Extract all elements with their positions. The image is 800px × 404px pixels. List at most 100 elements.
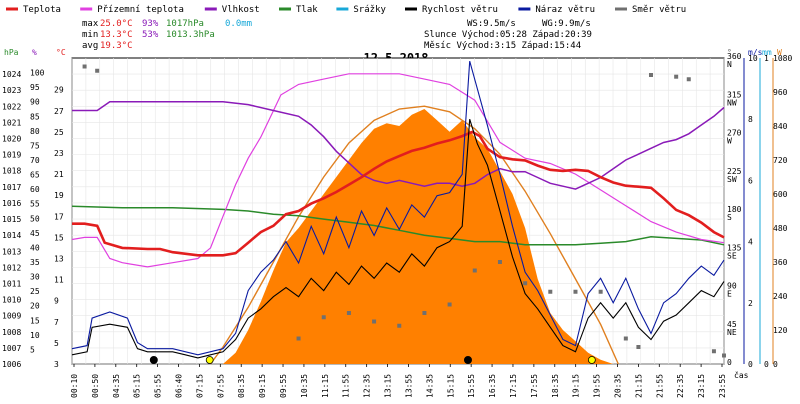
x-tick-label-24: 19:15 xyxy=(572,374,581,398)
axis-hpa-tick-16: 1022 xyxy=(2,102,21,111)
axis-solar-tick-0: 0 xyxy=(773,360,778,369)
x-tick-label-30: 23:15 xyxy=(697,374,706,398)
axis-wind-tick-4: 8 xyxy=(748,115,753,124)
legend-label-1: Přízemní teplota xyxy=(97,5,184,15)
legend-label-6: Náraz větru xyxy=(535,5,595,15)
x-tick-label-15: 13:15 xyxy=(384,374,393,398)
x-tick-label-31: 23:55 xyxy=(718,374,727,398)
axis-pct-tick-19: 100 xyxy=(30,69,45,78)
axis-hpa-tick-10: 1016 xyxy=(2,199,21,208)
series-solar-area xyxy=(72,109,724,364)
axis-hpa-tick-1: 1007 xyxy=(2,344,21,353)
direction-point-9 xyxy=(472,268,477,273)
x-tick-label-9: 09:15 xyxy=(258,374,267,398)
axis-pct-tick-3: 20 xyxy=(30,302,40,311)
x-tick-label-29: 22:35 xyxy=(676,374,685,398)
axis-title-c: °C xyxy=(56,48,66,57)
axis-hpa-tick-18: 1024 xyxy=(2,70,21,79)
legend-label-3: Tlak xyxy=(296,5,318,15)
direction-point-19 xyxy=(686,77,691,82)
direction-point-21 xyxy=(722,353,726,358)
axis-hpa-tick-17: 1023 xyxy=(2,86,21,95)
axis-direction-tick-2: 90 xyxy=(727,282,737,291)
x-tick-label-14: 12:35 xyxy=(363,374,372,398)
axis-c-tick-3: 9 xyxy=(54,297,59,306)
x-tick-label-17: 14:35 xyxy=(425,374,434,398)
axis-direction-name-5: SW xyxy=(727,175,737,184)
direction-point-15 xyxy=(623,336,628,341)
x-tick-label-25: 19:55 xyxy=(593,374,602,398)
stats: max 25.0°C 93% 1017hPa 0.0mm min 13.3°C … xyxy=(82,19,592,51)
axis-direction-name-3: SE xyxy=(727,251,737,260)
x-tick-label-12: 11:15 xyxy=(321,374,330,398)
axis-c-tick-8: 19 xyxy=(54,191,64,200)
axis-pct-tick-14: 75 xyxy=(30,141,40,150)
stat-min-temp: 13.3°C xyxy=(100,30,133,40)
sunset-marker xyxy=(587,356,596,364)
x-tick-label-11: 10:35 xyxy=(300,374,309,398)
axis-solar-tick-7: 840 xyxy=(773,122,788,131)
axis-pct-tick-11: 60 xyxy=(30,185,40,194)
axis-hpa-tick-6: 1012 xyxy=(2,263,21,272)
axis-pct-tick-1: 10 xyxy=(30,331,40,340)
direction-point-12 xyxy=(548,289,553,294)
direction-point-13 xyxy=(573,289,578,294)
stat-avg-label: avg xyxy=(82,41,98,51)
x-tick-label-13: 11:55 xyxy=(342,374,351,398)
legend-label-2: Vlhkost xyxy=(222,5,260,15)
stat-min-label: min xyxy=(82,30,98,40)
series-ground-temp xyxy=(71,73,725,268)
axis-wind-tick-1: 2 xyxy=(748,299,753,308)
axis-title-precip: mm xyxy=(762,48,772,57)
legend: Teplota Přízemní teplota Vlhkost Tlak Srážky… xyxy=(6,5,686,15)
direction-point-18 xyxy=(674,74,679,79)
series-pressure xyxy=(71,205,725,246)
axis-hpa-tick-15: 1021 xyxy=(2,118,21,127)
axis-wind-tick-5: 10 xyxy=(748,54,758,63)
axis-c-tick-6: 15 xyxy=(54,233,64,242)
axis-hpa-tick-13: 1019 xyxy=(2,151,21,160)
axis-solar-tick-6: 720 xyxy=(773,156,788,165)
axis-c-tick-7: 17 xyxy=(54,212,64,221)
axis-solar-tick-4: 480 xyxy=(773,224,788,233)
series-gust xyxy=(71,60,725,356)
axis-solar-tick-3: 360 xyxy=(773,258,788,267)
stat-max-label: max xyxy=(82,19,99,29)
axis-direction-name-2: E xyxy=(727,290,732,299)
direction-point-3 xyxy=(321,315,326,320)
direction-point-10 xyxy=(497,260,502,264)
x-tick-label-7: 07:55 xyxy=(216,374,225,398)
axis-direction-tick-1: 45 xyxy=(727,320,737,329)
direction-point-6 xyxy=(397,323,402,328)
direction-point-0 xyxy=(82,64,87,69)
axis-hpa-tick-11: 1017 xyxy=(2,183,21,192)
axis-title-direction: ° xyxy=(727,48,732,57)
axis-c-tick-5: 13 xyxy=(54,254,64,263)
axis-pct-tick-2: 15 xyxy=(30,316,40,325)
stat-max-temp: 25.0°C xyxy=(100,19,133,29)
x-tick-label-10: 09:55 xyxy=(279,374,288,398)
axis-precip-tick-1: 1 xyxy=(764,54,769,63)
axis-hpa-tick-14: 1020 xyxy=(2,135,21,144)
axis-hpa-tick-12: 1018 xyxy=(2,167,21,176)
x-tick-label-20: 16:35 xyxy=(488,374,497,398)
axis-direction-tick-4: 180 xyxy=(727,205,742,214)
axis-pct-tick-15: 80 xyxy=(30,127,40,136)
axis-pct-tick-12: 65 xyxy=(30,171,40,180)
axis-solar-tick-8: 960 xyxy=(773,88,788,97)
axis-pct-tick-4: 25 xyxy=(30,287,40,296)
axis-c-tick-0: 3 xyxy=(54,360,59,369)
legend-label-0: Teplota xyxy=(23,5,61,15)
axis-hpa-tick-0: 1006 xyxy=(2,360,21,369)
axis-direction-tick-6: 270 xyxy=(727,129,742,138)
axis-pct-tick-9: 50 xyxy=(30,214,40,223)
axis-direction-tick-8: 360 xyxy=(727,52,742,61)
axis-c-tick-4: 11 xyxy=(54,276,64,285)
series-humidity xyxy=(72,100,725,190)
axis-title-solar: W xyxy=(777,48,782,57)
axis-c-tick-2: 7 xyxy=(54,318,59,327)
x-tick-label-0: 00:10 xyxy=(70,374,79,398)
direction-point-16 xyxy=(636,345,641,349)
direction-point-1 xyxy=(95,68,100,73)
series-solar-theory xyxy=(209,105,619,365)
